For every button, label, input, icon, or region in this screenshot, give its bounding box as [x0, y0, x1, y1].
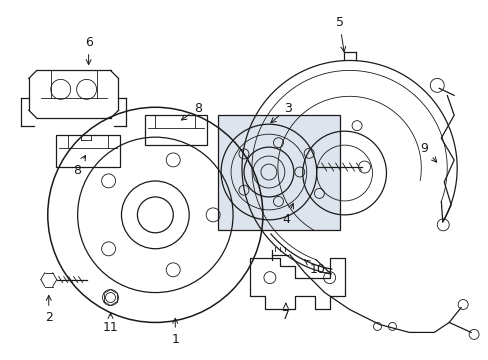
Text: 10: 10: [304, 260, 325, 276]
Text: 11: 11: [102, 313, 118, 334]
Text: 4: 4: [281, 203, 293, 226]
Text: 1: 1: [171, 318, 179, 346]
Text: 5: 5: [335, 16, 345, 52]
Text: 8: 8: [181, 102, 202, 120]
Bar: [56, 135, 120, 167]
Text: 6: 6: [84, 36, 92, 64]
Bar: [218, 115, 339, 230]
Bar: [145, 115, 207, 145]
Text: 9: 9: [420, 141, 436, 162]
Text: 2: 2: [45, 296, 53, 324]
Text: 8: 8: [73, 156, 85, 176]
Text: 3: 3: [270, 102, 291, 123]
Text: 7: 7: [281, 303, 289, 322]
